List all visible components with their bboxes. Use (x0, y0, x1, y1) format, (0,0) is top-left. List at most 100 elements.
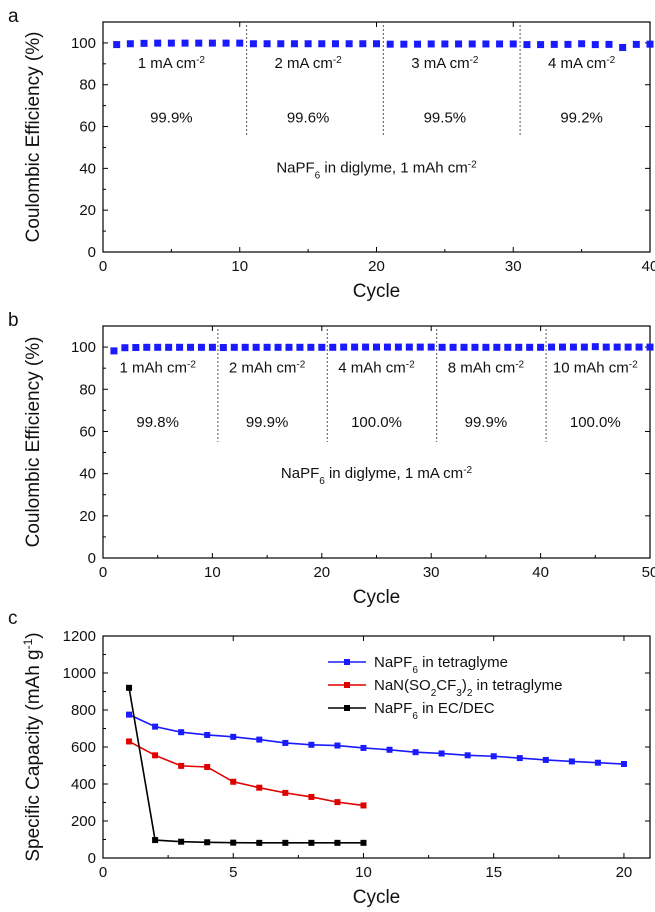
data-point (154, 39, 162, 47)
data-point (241, 343, 249, 351)
data-point (256, 839, 263, 846)
data-point (143, 343, 151, 351)
data-point (126, 738, 133, 745)
data-point (414, 40, 422, 48)
x-tick-label: 20 (616, 864, 633, 881)
legend-entry: NaPF6 in EC/DEC (374, 700, 495, 722)
data-point (569, 343, 577, 351)
segment-rate-label: 1 mA cm-2 (138, 55, 206, 73)
data-point (360, 839, 367, 846)
data-point (578, 40, 586, 48)
y-tick-label: 0 (88, 850, 96, 867)
y-tick-label: 1200 (63, 628, 96, 645)
data-point (509, 40, 517, 48)
data-point (334, 799, 341, 806)
y-tick-label: 80 (79, 77, 96, 94)
data-point (360, 802, 367, 809)
data-point (197, 343, 205, 351)
data-point (373, 40, 380, 48)
x-tick-label: 40 (532, 564, 549, 581)
data-point (334, 742, 341, 749)
data-point (340, 343, 348, 351)
y-axis-label: Coulombic Efficiency (%) (23, 32, 44, 243)
data-point (427, 343, 435, 351)
data-point (416, 343, 424, 351)
data-point (580, 343, 588, 351)
data-point (605, 40, 613, 48)
x-tick-label: 20 (313, 564, 330, 581)
data-point (482, 343, 490, 351)
data-point (249, 40, 257, 48)
segment-average-label: 99.2% (560, 109, 603, 126)
data-point (290, 40, 298, 48)
data-point (282, 739, 289, 746)
x-axis-label: Cycle (353, 887, 401, 908)
panel-a: a 0 10 20 30 40 0 20 40 60 80 100 Cycle Coulombic Eff… (8, 6, 655, 302)
panel-letter: a (8, 6, 19, 27)
data-point (362, 343, 370, 351)
legend-marker (344, 705, 350, 711)
segment-average-label: 99.9% (150, 109, 193, 126)
x-tick-label: 30 (423, 564, 440, 581)
conditions-note: NaPF6 in diglyme, 1 mA cm-2 (281, 464, 473, 486)
data-point (646, 40, 654, 48)
data-point (208, 343, 216, 351)
data-point (236, 39, 244, 47)
data-point (405, 343, 413, 351)
x-tick-label: 20 (368, 258, 385, 275)
data-point (493, 343, 501, 351)
data-point (591, 343, 599, 351)
data-point (176, 343, 184, 351)
x-tick-label: 10 (231, 258, 248, 275)
data-point (187, 343, 195, 351)
data-point (181, 39, 189, 47)
data-point (282, 839, 289, 846)
data-point (110, 347, 118, 355)
y-tick-label: 800 (71, 702, 96, 719)
data-point (165, 343, 173, 351)
legend-marker (344, 659, 350, 665)
data-point (383, 343, 391, 351)
x-axis-label: Cycle (353, 587, 401, 608)
data-point (219, 344, 227, 352)
y-tick-label: 80 (79, 381, 96, 398)
data-point (360, 744, 367, 751)
data-point (113, 41, 121, 49)
data-point (329, 343, 337, 351)
data-point (204, 731, 211, 738)
data-point (318, 40, 326, 48)
data-point (471, 343, 479, 351)
data-point (537, 343, 545, 351)
data-point (263, 343, 271, 351)
segment-rate-label: 3 mA cm-2 (411, 55, 479, 73)
data-point (412, 749, 419, 756)
data-point (178, 729, 185, 736)
data-point (635, 343, 643, 351)
segment-rate-label: 4 mAh cm-2 (338, 359, 415, 377)
data-point (548, 343, 556, 351)
data-point (386, 746, 393, 753)
data-point (167, 39, 175, 47)
y-tick-label: 20 (79, 508, 96, 525)
legend-marker (344, 682, 350, 688)
legend-entry: NaN(SO2CF3)2 in tetraglyme (374, 677, 562, 699)
data-point (274, 343, 282, 351)
data-point (564, 40, 572, 48)
y-axis-label: Coulombic Efficiency (%) (23, 337, 44, 548)
data-point (646, 343, 654, 351)
data-point (526, 343, 534, 351)
data-point (307, 343, 315, 351)
data-point (464, 752, 471, 759)
data-point (515, 343, 523, 351)
data-point (455, 40, 463, 48)
segment-average-label: 100.0% (351, 414, 402, 431)
x-tick-label: 0 (99, 258, 107, 275)
data-point (400, 40, 408, 48)
data-point (386, 40, 394, 48)
legend-entry: NaPF6 in tetraglyme (374, 654, 508, 676)
x-axis-label: Cycle (353, 281, 401, 302)
data-point (230, 778, 237, 785)
data-point (277, 40, 285, 48)
segment-average-label: 99.9% (465, 414, 508, 431)
data-point (140, 39, 148, 47)
